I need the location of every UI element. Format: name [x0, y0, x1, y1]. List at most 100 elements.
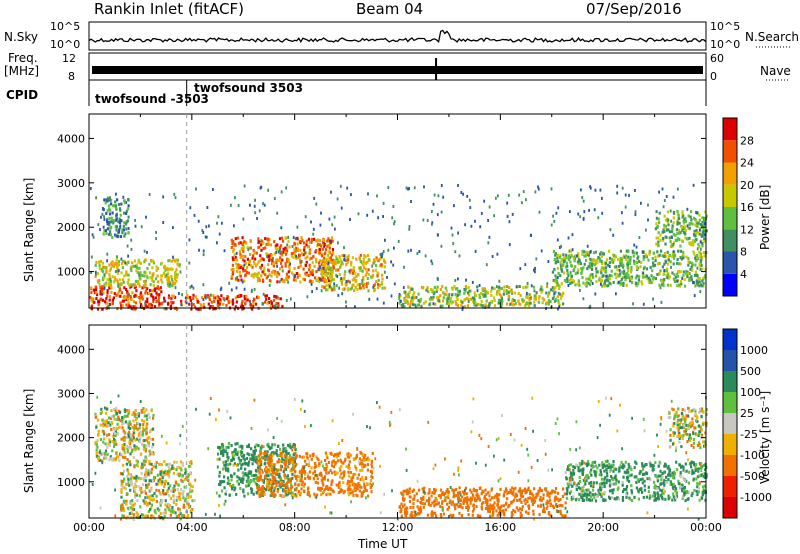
velocity-cell: [337, 452, 340, 456]
velocity-cell: [136, 460, 139, 464]
power-noise-cell: [525, 198, 527, 202]
velocity-cell: [276, 489, 279, 493]
velocity-cell: [300, 468, 304, 472]
velocity-cell: [97, 433, 100, 437]
power-cell: [679, 279, 683, 283]
power-noise-cell: [333, 215, 336, 219]
power-cell: [597, 270, 600, 274]
velocity-cell: [265, 467, 268, 471]
velocity-cell: [258, 479, 261, 483]
velocity-cell: [138, 494, 141, 498]
power-cell: [170, 300, 173, 304]
power-cell: [380, 263, 383, 267]
velocity-cell: [291, 491, 294, 495]
velocity-cell: [471, 513, 474, 517]
velocity-cell: [267, 486, 270, 490]
velocity-cell: [179, 460, 183, 464]
velocity-cell: [347, 491, 350, 495]
velocity-cell: [494, 494, 497, 498]
velocity-cell: [155, 488, 158, 492]
power-cell: [297, 265, 300, 269]
power-cell: [235, 258, 239, 262]
power-cell: [295, 256, 298, 260]
power-cell: [617, 258, 620, 262]
power-cell: [271, 262, 274, 266]
power-cell: [490, 299, 493, 303]
power-cell: [329, 256, 332, 260]
power-cell: [701, 216, 704, 220]
velocity-cell: [152, 427, 155, 431]
power-noise-cell: [100, 215, 102, 219]
power-cell: [637, 278, 640, 282]
velocity-cell: [354, 464, 357, 468]
power-cell: [652, 261, 655, 265]
power-cell: [218, 302, 221, 306]
power-cell: [137, 267, 140, 270]
power-cell: [684, 216, 687, 220]
power-cell: [335, 273, 338, 277]
power-cell: [593, 259, 596, 262]
velocity-cell: [163, 515, 166, 518]
velocity-cell: [510, 514, 513, 518]
power-cell: [636, 266, 639, 270]
power-cell: [267, 269, 271, 273]
velocity-cell: [182, 503, 185, 507]
power-noise-cell: [127, 227, 130, 230]
power-noise-cell: [334, 227, 336, 231]
power-cell: [600, 251, 603, 254]
power-cell: [431, 297, 434, 301]
velocity-cell: [307, 491, 310, 494]
power-cell: [257, 237, 260, 241]
power-noise-cell: [346, 186, 349, 190]
power-noise-cell: [172, 255, 174, 259]
power-noise-cell: [337, 241, 339, 245]
power-cell: [629, 262, 632, 265]
power-cell: [219, 299, 222, 303]
velocity-cell: [306, 487, 310, 491]
velocity-cell: [352, 489, 355, 492]
power-noise-cell: [208, 224, 210, 228]
power-cell: [240, 294, 243, 297]
power-cell: [111, 298, 114, 302]
power-noise-cell: [453, 204, 455, 208]
power-cell: [274, 305, 277, 309]
power-cell: [590, 264, 593, 268]
power-cell: [528, 293, 531, 296]
power-noise-cell: [538, 210, 541, 214]
power-cell: [136, 279, 140, 283]
power-cell: [682, 274, 685, 277]
power-cell: [676, 261, 679, 265]
power-cell: [563, 256, 566, 260]
velocity-cell: [504, 502, 508, 506]
power-cell: [225, 297, 228, 301]
velocity-cell: [154, 476, 157, 480]
velocity-cell: [282, 449, 285, 453]
power-cell: [456, 304, 459, 307]
power-cell: [270, 301, 273, 305]
power-cell: [404, 290, 407, 294]
velocity-cell: [126, 445, 129, 448]
velocity-cell: [439, 505, 442, 508]
power-cell: [245, 295, 248, 299]
velocity-cell: [120, 489, 123, 493]
power-cell: [105, 232, 108, 236]
power-cell: [251, 273, 254, 277]
power-noise-cell: [471, 280, 474, 284]
power-cell: [570, 254, 573, 258]
power-cell: [383, 265, 386, 269]
power-cell: [398, 301, 401, 305]
velocity-cell: [177, 507, 180, 511]
power-cell: [359, 253, 362, 257]
velocity-cell: [238, 476, 241, 480]
velocity-cell: [287, 487, 290, 491]
power-cell: [533, 304, 536, 308]
power-cell: [255, 272, 258, 276]
power-cell: [325, 258, 328, 262]
velocity-cell: [433, 491, 436, 495]
power-cell: [232, 301, 235, 305]
velocity-cell: [348, 484, 351, 488]
power-cell: [345, 282, 348, 286]
power-cell: [645, 267, 648, 271]
power-cell: [679, 270, 682, 274]
power-cell: [352, 266, 355, 270]
